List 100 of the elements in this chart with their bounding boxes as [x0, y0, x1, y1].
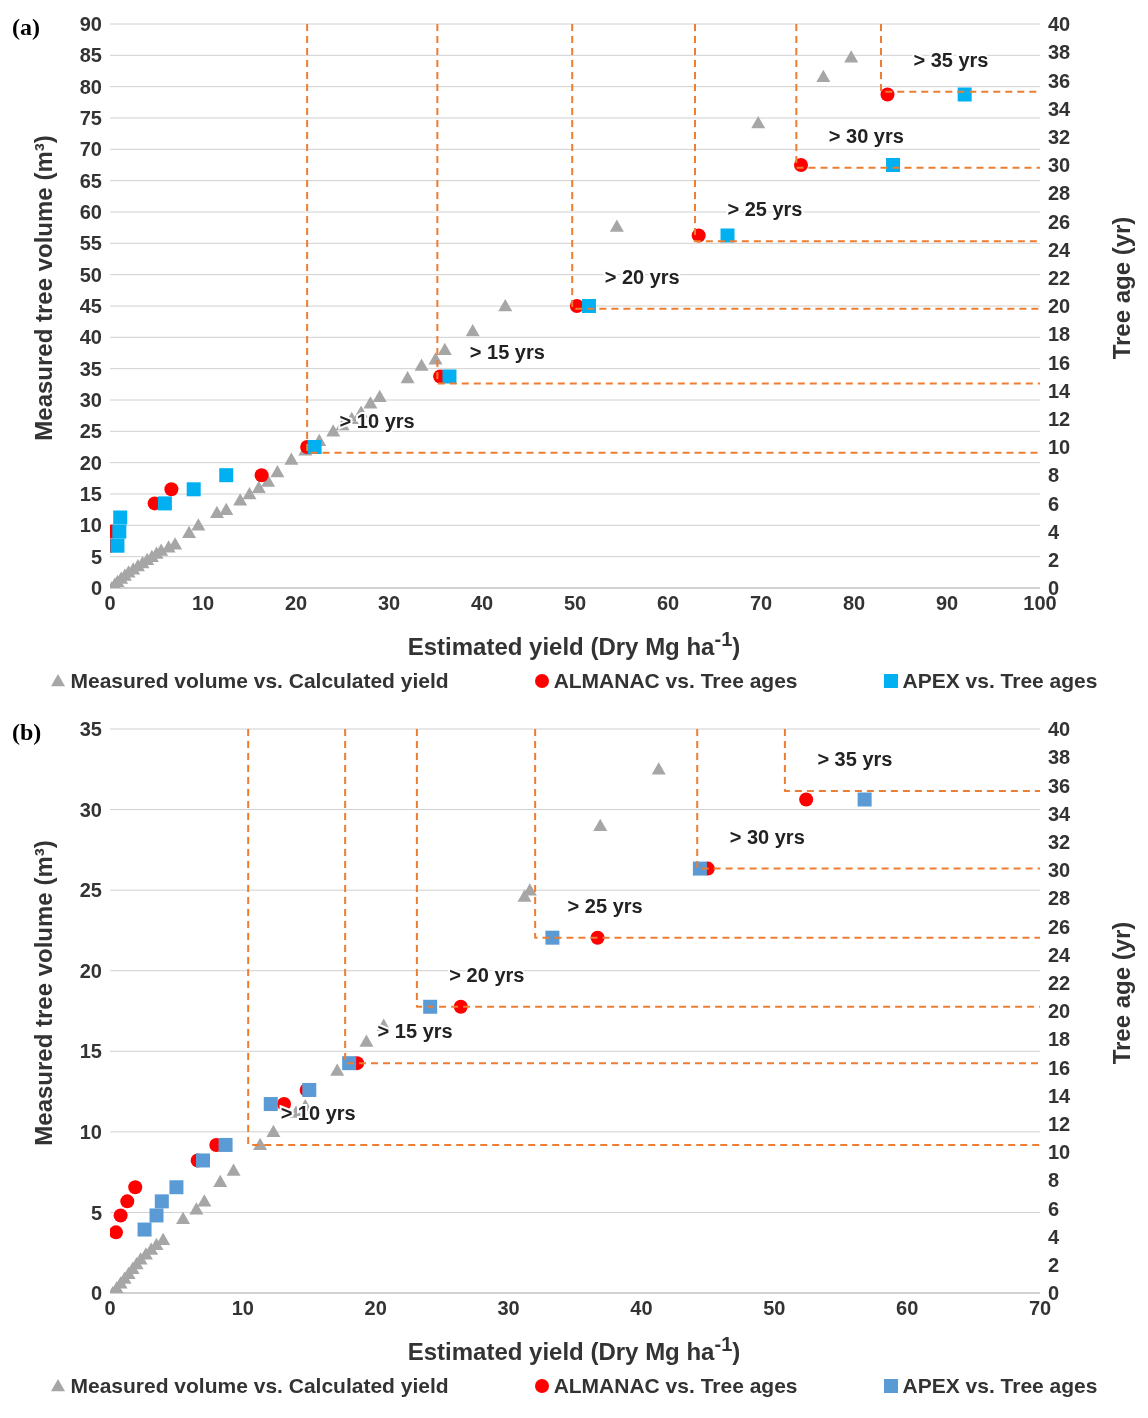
- y-tick-label: 85: [79, 44, 102, 67]
- chart-title: (b): [12, 719, 42, 746]
- y-tick-label: 0: [90, 577, 102, 600]
- y2-tick-label: 20: [1048, 295, 1071, 318]
- annotation: > 15 yrs: [469, 340, 545, 363]
- y2-tick-label: 40: [1048, 718, 1071, 741]
- x-tick-label: 50: [563, 592, 587, 615]
- annotation: > 30 yrs: [729, 825, 805, 848]
- y2-tick-label: 16: [1048, 351, 1071, 374]
- legend-label: ALMANAC vs. Tree ages: [552, 1374, 798, 1398]
- y-tick-label: 70: [79, 138, 102, 161]
- y2-axis-title: Tree age (yr): [1108, 921, 1136, 1065]
- y-tick-label: 15: [79, 1040, 102, 1063]
- y2-tick-label: 36: [1048, 774, 1071, 797]
- y2-tick-label: 22: [1048, 971, 1071, 994]
- x-tick-label: 30: [377, 592, 401, 615]
- x-axis-title: Estimated yield (Dry Mg ha$^{-1}$): [406, 1333, 742, 1366]
- y-tick-label: 5: [90, 545, 102, 568]
- y2-tick-label: 4: [1048, 520, 1060, 543]
- y-tick-label: 90: [79, 13, 102, 36]
- legend-label: APEX vs. Tree ages: [901, 1374, 1098, 1398]
- y2-tick-label: 2: [1048, 548, 1060, 571]
- legend-label: Measured volume vs. Calculated yield: [69, 669, 449, 693]
- x-tick-label: 30: [497, 1297, 520, 1320]
- y2-tick-label: 8: [1048, 1169, 1060, 1192]
- x-tick-label: 80: [842, 592, 866, 615]
- x-tick-label: 60: [656, 592, 680, 615]
- y2-tick-label: 24: [1048, 238, 1072, 261]
- y2-tick-label: 28: [1048, 887, 1071, 910]
- y-axis-title: Measured tree volume (m³): [30, 135, 58, 441]
- x-tick-label: 40: [470, 592, 494, 615]
- y2-tick-label: 26: [1048, 915, 1071, 938]
- y-tick-label: 15: [79, 483, 102, 506]
- x-axis-title: Estimated yield (Dry Mg ha$^{-1}$): [406, 628, 742, 661]
- x-tick-label: 50: [763, 1297, 786, 1320]
- y2-tick-label: 24: [1048, 943, 1072, 966]
- x-tick-label: 70: [749, 592, 773, 615]
- y2-tick-label: 18: [1048, 323, 1071, 346]
- y-tick-label: 5: [90, 1201, 102, 1224]
- y2-tick-label: 14: [1048, 1084, 1072, 1107]
- annotation: > 30 yrs: [828, 124, 904, 147]
- annotation: > 15 yrs: [377, 1020, 453, 1043]
- x-tick-label: 60: [896, 1297, 919, 1320]
- annotation: > 25 yrs: [727, 198, 803, 221]
- y2-tick-label: 26: [1048, 210, 1071, 233]
- y2-tick-label: 28: [1048, 182, 1071, 205]
- y-tick-label: 80: [79, 75, 102, 98]
- x-tick-label: 20: [284, 592, 308, 615]
- y2-axis-title: Tree age (yr): [1108, 216, 1136, 360]
- y-tick-label: 35: [79, 718, 102, 741]
- y2-tick-label: 30: [1048, 154, 1071, 177]
- y-tick-label: 10: [79, 1120, 102, 1143]
- x-tick-label: 0: [104, 592, 116, 615]
- legend-label: APEX vs. Tree ages: [901, 669, 1098, 693]
- y-tick-label: 35: [79, 357, 102, 380]
- y-tick-label: 25: [79, 879, 102, 902]
- y-tick-label: 50: [79, 263, 102, 286]
- y-axis-title: Measured tree volume (m³): [30, 840, 58, 1146]
- y2-tick-label: 12: [1048, 1112, 1071, 1135]
- y2-tick-label: 12: [1048, 407, 1071, 430]
- y-tick-label: 55: [79, 232, 102, 255]
- y-tick-label: 20: [79, 451, 102, 474]
- y2-tick-label: 20: [1048, 1000, 1071, 1023]
- y2-tick-label: 14: [1048, 379, 1072, 402]
- x-tick-label: 90: [935, 592, 959, 615]
- annotation: > 25 yrs: [567, 894, 643, 917]
- y2-tick-label: 38: [1048, 746, 1071, 769]
- y2-tick-label: 4: [1048, 1225, 1060, 1248]
- y2-tick-label: 18: [1048, 1028, 1071, 1051]
- y-tick-label: 75: [79, 107, 102, 130]
- annotation: > 35 yrs: [817, 748, 893, 771]
- y-tick-label: 20: [79, 959, 102, 982]
- chart-title: (a): [12, 14, 40, 41]
- y-tick-label: 65: [79, 169, 102, 192]
- y2-tick-label: 38: [1048, 41, 1071, 64]
- y-tick-label: 30: [79, 389, 102, 412]
- y2-tick-label: 6: [1048, 492, 1060, 515]
- annotation: > 20 yrs: [604, 265, 680, 288]
- y2-tick-label: 36: [1048, 69, 1071, 92]
- y-tick-label: 40: [79, 326, 102, 349]
- x-tick-label: 0: [104, 1297, 116, 1320]
- y2-tick-label: 22: [1048, 266, 1071, 289]
- x-tick-label: 10: [231, 1297, 254, 1320]
- annotation: > 20 yrs: [449, 963, 525, 986]
- y2-tick-label: 8: [1048, 464, 1060, 487]
- y-tick-label: 0: [90, 1282, 102, 1305]
- legend-label: ALMANAC vs. Tree ages: [552, 669, 798, 693]
- y-tick-label: 45: [79, 295, 102, 318]
- y2-tick-label: 6: [1048, 1197, 1060, 1220]
- y2-tick-label: 16: [1048, 1056, 1071, 1079]
- y-tick-label: 30: [79, 798, 102, 821]
- y2-tick-label: 10: [1048, 1141, 1071, 1164]
- legend-label: Measured volume vs. Calculated yield: [69, 1374, 449, 1398]
- y2-tick-label: 34: [1048, 97, 1072, 120]
- y2-tick-label: 30: [1048, 859, 1071, 882]
- y2-tick-label: 2: [1048, 1253, 1060, 1276]
- y2-tick-label: 32: [1048, 830, 1071, 853]
- annotation: > 35 yrs: [913, 48, 989, 71]
- y2-tick-label: 40: [1048, 13, 1071, 36]
- y-tick-label: 10: [79, 514, 102, 537]
